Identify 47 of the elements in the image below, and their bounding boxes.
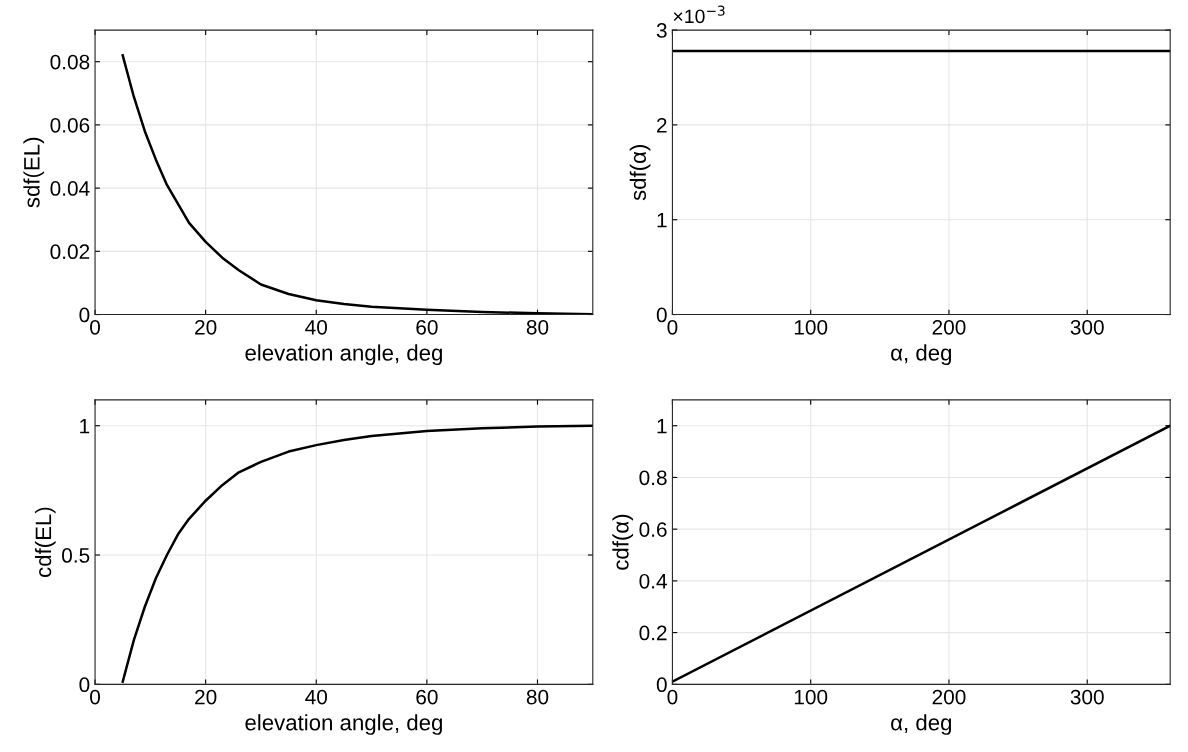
y-tick-label: 1 <box>80 418 90 434</box>
line-series <box>121 424 593 683</box>
y-axis-title: cdf(EL) <box>34 507 56 577</box>
y-tick-label: 0.5 <box>62 548 90 563</box>
x-tick-label: 0 <box>90 319 101 335</box>
y-tick-label: 0.8 <box>639 470 667 486</box>
y-tick-label: 1 <box>657 212 667 228</box>
x-tick-label: 200 <box>932 689 966 705</box>
text: ×10$^{−3}$ <box>673 5 725 24</box>
y-tick-label: 0.6 <box>639 522 667 537</box>
x-tick-label: 300 <box>1070 319 1104 335</box>
x-tick-label: 60 <box>416 689 438 705</box>
y-tick-label: 0.2 <box>639 625 667 641</box>
y-tick-label: 0 <box>656 307 667 323</box>
y-tick-label: 0.04 <box>50 181 90 196</box>
x-tick-label: 100 <box>794 689 828 705</box>
y-tick-label: 0.06 <box>50 117 90 133</box>
x-tick-label: 0 <box>667 689 678 705</box>
y-tick-label: 0.02 <box>50 244 90 260</box>
x-tick-label: 80 <box>526 319 549 335</box>
y-axis-title: sdf(α) <box>629 145 651 201</box>
x-axis-title: elevation angle, deg <box>245 344 442 366</box>
x-tick-label: 300 <box>1070 689 1104 705</box>
y-tick-label: 0 <box>79 677 90 693</box>
x-tick-label: 40 <box>305 689 328 705</box>
y-axis-title: sdf(EL) <box>23 137 45 208</box>
y-axis-title: cdf(α) <box>612 514 634 570</box>
y-tick-label: 0.4 <box>639 573 667 589</box>
x-tick-label: 100 <box>794 319 828 335</box>
x-tick-label: 60 <box>416 319 438 335</box>
y-tick-label: 3 <box>656 23 667 38</box>
x-axis-title: α, deg <box>891 714 952 735</box>
x-tick-label: 0 <box>667 319 678 335</box>
x-tick-label: 20 <box>195 319 217 335</box>
line-series <box>121 54 593 315</box>
x-tick-label: 0 <box>90 689 101 705</box>
y-tick-label: 0 <box>656 677 667 693</box>
x-tick-label: 40 <box>305 319 328 335</box>
y-tick-label: 2 <box>657 117 667 133</box>
y-tick-label: 1 <box>657 418 667 434</box>
y-tick-label: 0 <box>79 307 90 323</box>
y-tick-label: 0.08 <box>50 54 90 70</box>
x-tick-label: 80 <box>526 689 549 705</box>
x-tick-label: 20 <box>195 689 217 705</box>
x-axis-title: elevation angle, deg <box>245 714 442 735</box>
x-tick-label: 200 <box>932 319 966 335</box>
x-axis-title: α, deg <box>891 344 952 366</box>
